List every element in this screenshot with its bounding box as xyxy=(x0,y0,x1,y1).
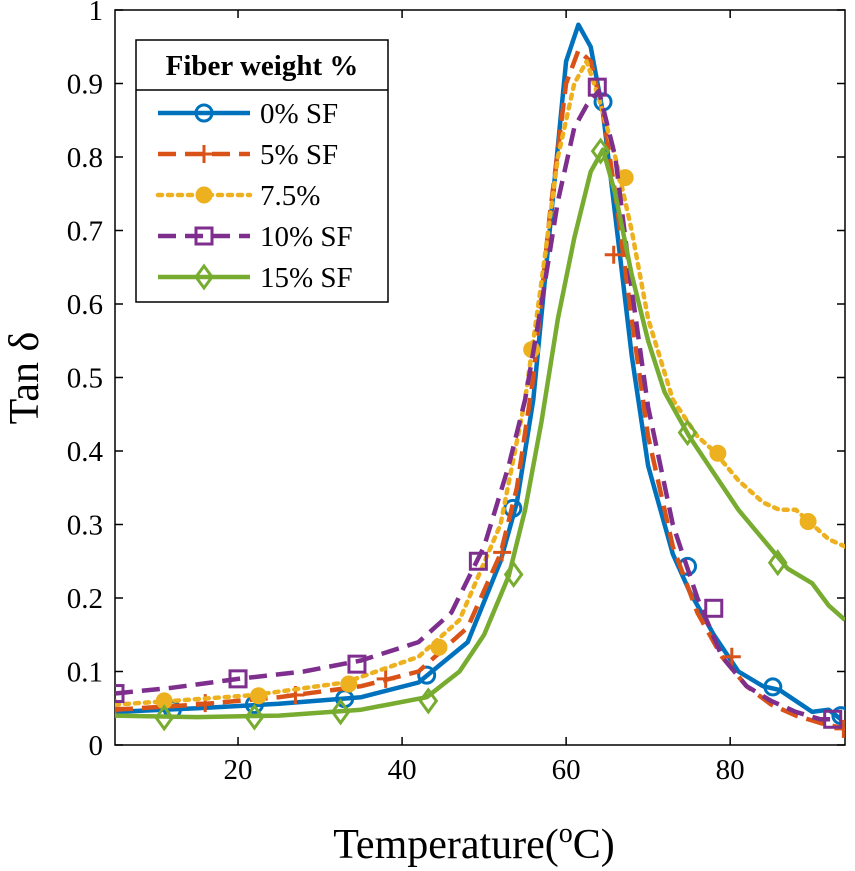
legend-marker xyxy=(195,186,213,204)
x-tick-label: 40 xyxy=(388,754,417,786)
y-tick-label: 0.2 xyxy=(67,583,103,615)
data-point-marker xyxy=(330,698,351,726)
x-axis-title-end: C) xyxy=(573,822,615,868)
data-point-marker xyxy=(250,687,268,705)
y-tick-label: 0.6 xyxy=(67,289,103,321)
data-point-marker xyxy=(115,699,124,718)
x-tick-label: 20 xyxy=(224,754,253,786)
data-point-marker xyxy=(347,654,367,674)
y-tick-label: 0.7 xyxy=(67,216,103,248)
data-point-marker xyxy=(503,560,524,589)
data-point-marker xyxy=(604,245,623,264)
data-point-marker xyxy=(590,137,611,165)
legend-label: 5% SF xyxy=(260,139,338,171)
data-point-marker xyxy=(244,703,265,731)
legend-marker xyxy=(194,226,214,246)
data-point-marker xyxy=(767,549,788,577)
series-line xyxy=(115,88,837,722)
legend-marker xyxy=(194,103,214,123)
y-tick-label: 0.8 xyxy=(67,142,103,174)
legend-label: 0% SF xyxy=(260,98,338,130)
y-tick-label: 0.3 xyxy=(67,510,103,542)
legend: Fiber weight % 0% SF 5% SF 7.5% 10% SF 15% SF xyxy=(135,39,389,303)
data-point-marker xyxy=(468,551,488,571)
y-tick-label: 0.5 xyxy=(67,363,103,395)
data-point-marker xyxy=(722,647,741,666)
data-point-marker xyxy=(430,638,448,656)
data-point-marker xyxy=(677,419,698,447)
series-3 xyxy=(115,59,845,710)
data-point-marker xyxy=(417,665,437,685)
data-point-marker xyxy=(587,77,607,97)
y-tick-label: 1 xyxy=(89,0,104,27)
series-4 xyxy=(115,77,843,729)
x-tick-label: 60 xyxy=(552,754,581,786)
data-point-marker xyxy=(799,513,817,531)
data-point-marker xyxy=(493,543,512,562)
y-axis: 0 0.1 0.2 0.3 0.4 0.5 0.6 0.7 0.8 0.9 1 xyxy=(67,0,845,762)
data-point-marker xyxy=(154,704,175,732)
y-axis-title: Tan δ xyxy=(2,332,48,425)
y-tick-label: 0 xyxy=(89,730,104,762)
x-tick-label: 80 xyxy=(716,754,745,786)
legend-marker xyxy=(195,145,213,163)
x-axis-title-main: Temperature( xyxy=(333,822,559,868)
legend-label: 10% SF xyxy=(260,221,353,253)
legend-label: 15% SF xyxy=(260,262,353,294)
legend-box xyxy=(135,39,389,303)
data-point-marker xyxy=(834,719,845,738)
data-point-marker xyxy=(418,687,439,715)
data-point-marker xyxy=(709,444,727,462)
legend-marker xyxy=(194,263,214,291)
data-point-marker xyxy=(704,598,724,618)
data-point-marker xyxy=(376,669,395,688)
series-layer xyxy=(115,22,845,738)
y-tick-label: 0.1 xyxy=(67,657,103,689)
series-line xyxy=(115,59,845,707)
data-point-marker xyxy=(228,669,248,689)
series-5 xyxy=(115,137,845,732)
data-point-marker xyxy=(763,677,783,697)
data-point-marker xyxy=(340,675,358,693)
x-axis-title-superscript: o xyxy=(559,818,573,849)
legend-title: Fiber weight % xyxy=(166,50,359,82)
y-tick-label: 0.4 xyxy=(67,436,104,468)
data-point-marker xyxy=(115,684,125,704)
x-axis: 20 40 60 80 xyxy=(224,10,745,786)
legend-label: 7.5% xyxy=(260,180,320,212)
x-axis-title: Temperature(oC) xyxy=(333,818,615,868)
y-tick-label: 0.9 xyxy=(67,69,103,101)
data-point-marker xyxy=(823,709,843,729)
